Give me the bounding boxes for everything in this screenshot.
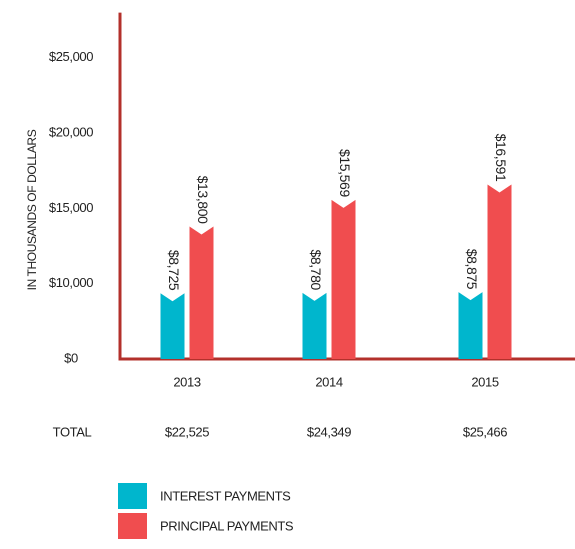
legend-swatch <box>118 513 147 539</box>
data-label: $16,591 <box>493 134 509 182</box>
data-label: $15,569 <box>337 149 353 197</box>
data-label: $13,800 <box>195 176 211 224</box>
legend-label: PRINCIPAL PAYMENTS <box>160 518 294 533</box>
bar <box>302 292 327 359</box>
bar <box>189 226 214 359</box>
legend-label: INTEREST PAYMENTS <box>160 488 291 503</box>
y-tick-label: $0 <box>64 350 78 365</box>
y-tick-label: $15,000 <box>49 200 93 215</box>
bar <box>487 184 512 359</box>
legend-swatch <box>118 483 147 509</box>
bar <box>331 199 356 359</box>
total-value: $25,466 <box>463 424 507 439</box>
x-tick-label: 2015 <box>471 374 498 389</box>
data-label: $8,780 <box>308 249 324 290</box>
x-tick-label: 2013 <box>173 374 200 389</box>
data-label: $8,725 <box>166 250 182 291</box>
total-label: TOTAL <box>53 424 92 439</box>
y-tick-label: $25,000 <box>49 49 93 64</box>
data-label: $8,875 <box>464 249 480 290</box>
total-value: $22,525 <box>165 424 209 439</box>
bar <box>458 292 483 359</box>
y-axis-title: IN THOUSANDS OF DOLLARS <box>25 129 39 290</box>
total-value: $24,349 <box>307 424 351 439</box>
x-tick-label: 2014 <box>315 374 342 389</box>
y-tick-label: $10,000 <box>49 275 93 290</box>
y-tick-label: $20,000 <box>49 125 93 140</box>
bar <box>160 293 185 359</box>
